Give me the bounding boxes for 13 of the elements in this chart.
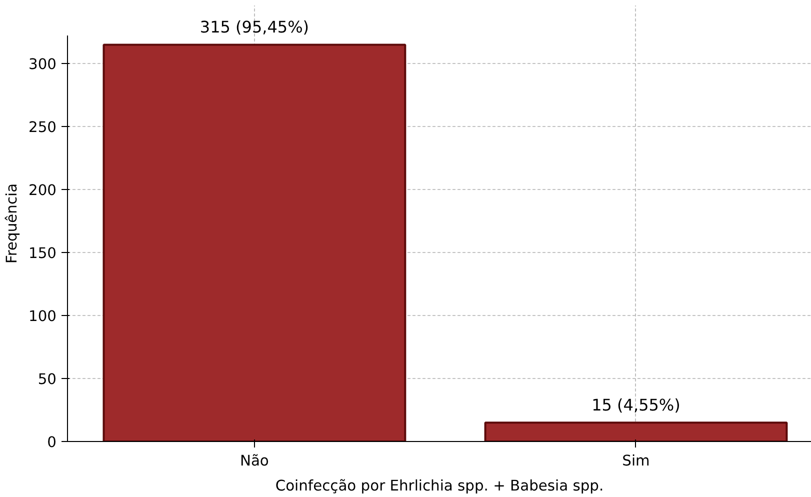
x-tick-label: Sim	[622, 452, 650, 470]
y-tick-label: 0	[47, 434, 57, 451]
y-tick-label: 100	[28, 308, 57, 326]
x-tick-label: Não	[240, 452, 269, 470]
data-label: 15 (4,55%)	[592, 396, 680, 415]
y-tick-label: 50	[38, 371, 57, 388]
y-axis-title: Frequência	[4, 183, 21, 264]
y-tick-label: 200	[28, 182, 57, 200]
x-axis-title: Coinfecção por Ehrlichia spp. + Babesia spp.	[275, 478, 604, 494]
y-tick-label: 300	[28, 56, 57, 74]
y-tick-label: 150	[28, 245, 57, 262]
y-tick-label: 250	[28, 119, 57, 136]
data-label: 315 (95,45%)	[200, 18, 310, 37]
